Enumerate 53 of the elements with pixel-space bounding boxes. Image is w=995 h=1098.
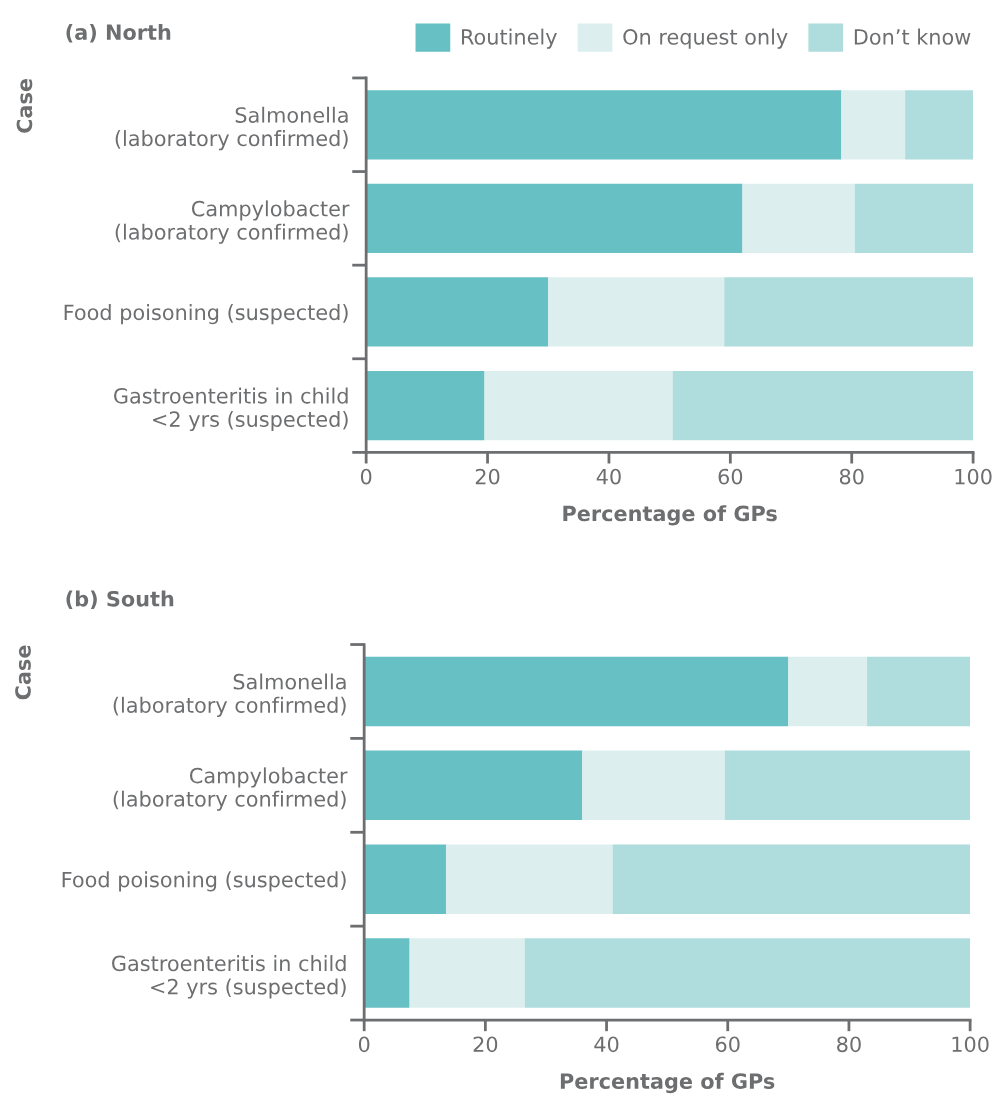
x-tick-label: 60 bbox=[715, 1036, 740, 1053]
x-axis-title: Percentage of GPs bbox=[560, 1072, 775, 1094]
x-tick-label: 80 bbox=[837, 1036, 861, 1053]
bar bbox=[548, 277, 725, 347]
legend-label: On request only bbox=[623, 28, 788, 49]
x-axis-title: Percentage of GPs bbox=[563, 505, 777, 526]
x-tick-label: 20 bbox=[475, 468, 500, 485]
bar bbox=[672, 370, 974, 441]
y-tick-label: Campylobacter (laboratory confirmed) bbox=[115, 200, 350, 244]
bar bbox=[445, 844, 613, 914]
bar bbox=[841, 90, 906, 160]
bar bbox=[366, 370, 485, 441]
y-tick-label: Gastroenteritis in child <2 yrs (suspected) bbox=[114, 387, 348, 432]
text: (a) North bbox=[66, 23, 171, 43]
y-tick-label: Campylobacter (laboratory confirmed) bbox=[113, 767, 348, 811]
bar bbox=[364, 844, 446, 914]
x-tick-label: 20 bbox=[473, 1036, 498, 1053]
legend-label: Routinely bbox=[462, 28, 557, 49]
x-tick-label: 100 bbox=[955, 468, 992, 485]
x-tick-label: 100 bbox=[952, 1036, 989, 1053]
y-tick-label: Salmonella (laboratory confirmed) bbox=[113, 673, 346, 717]
bar bbox=[612, 844, 971, 914]
bar bbox=[788, 656, 868, 727]
bar bbox=[364, 938, 410, 1008]
bar bbox=[409, 938, 525, 1008]
bar bbox=[582, 750, 725, 821]
bar bbox=[484, 370, 673, 441]
bar bbox=[366, 277, 549, 347]
y-tick-label: Salmonella (laboratory confirmed) bbox=[115, 106, 348, 151]
bar bbox=[724, 277, 974, 347]
text: (b) South bbox=[66, 590, 174, 610]
legend-label: Don’t know bbox=[854, 28, 971, 45]
bar bbox=[854, 183, 974, 253]
x-tick-label: 0 bbox=[358, 1036, 370, 1053]
bar bbox=[364, 656, 789, 727]
x-tick-label: 40 bbox=[594, 1036, 619, 1053]
bar bbox=[867, 656, 971, 727]
y-tick-label: Food poisoning (suspected) bbox=[64, 304, 348, 325]
x-tick-label: 40 bbox=[596, 468, 621, 485]
bar bbox=[905, 90, 974, 160]
x-tick-label: 60 bbox=[718, 468, 743, 485]
bar bbox=[366, 183, 743, 253]
bar bbox=[524, 938, 971, 1008]
y-tick-label: Gastroenteritis in child <2 yrs (suspected) bbox=[112, 955, 346, 999]
x-tick-label: 0 bbox=[360, 468, 372, 485]
y-axis-title: Case bbox=[16, 78, 33, 133]
bar bbox=[364, 750, 583, 821]
bar bbox=[742, 183, 855, 253]
x-tick-label: 80 bbox=[839, 468, 864, 485]
bar bbox=[366, 90, 842, 160]
y-axis-title: Case bbox=[15, 645, 31, 700]
y-tick-label: Food poisoning (suspected) bbox=[62, 871, 346, 892]
bar bbox=[724, 750, 971, 821]
